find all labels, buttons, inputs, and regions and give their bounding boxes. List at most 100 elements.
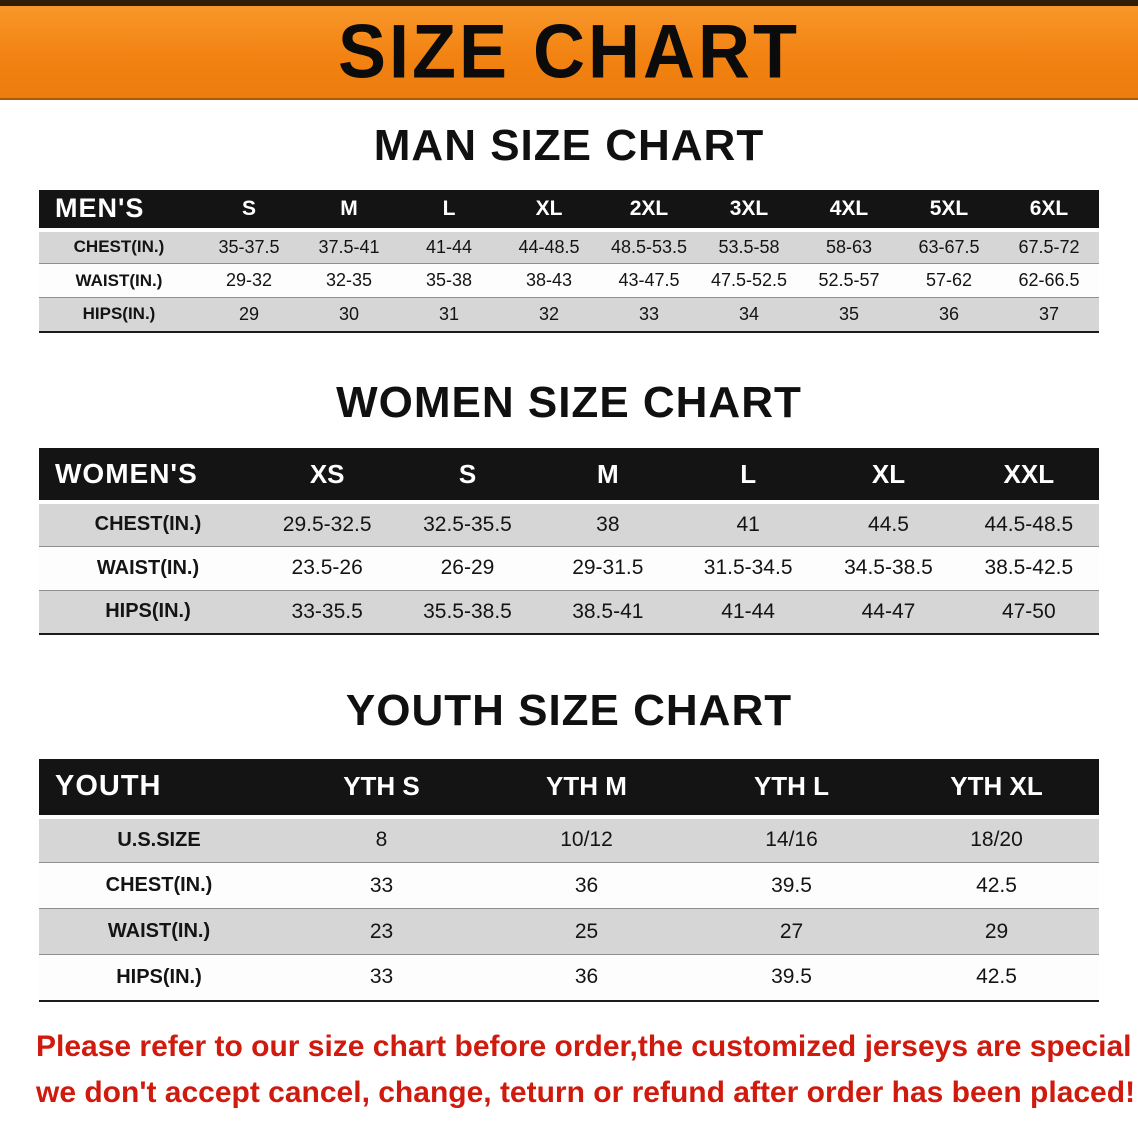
row-label-cell: WAIST(IN.) [39, 263, 199, 298]
value-cell: 36 [899, 297, 999, 332]
row-label-cell: HIPS(IN.) [39, 954, 279, 1001]
value-cell: 42.5 [894, 862, 1099, 909]
value-cell: 62-66.5 [999, 263, 1099, 298]
size-header-cell: S [199, 189, 299, 232]
value-cell: 37 [999, 297, 1099, 332]
banner: SIZE CHART [0, 0, 1138, 100]
size-header-cell: L [677, 448, 819, 505]
table-row: HIPS(IN.) 33-35.5 35.5-38.5 38.5-41 41-44 44-… [39, 589, 1099, 635]
value-cell: 33 [599, 297, 699, 332]
table-title-cell: MEN'S [39, 189, 199, 232]
row-label-cell: U.S.SIZE [117, 828, 201, 851]
value-cell: 39.5 [689, 862, 894, 909]
table-header-row: MEN'S S M L XL 2XL 3XL 4XL 5XL 6XL [39, 189, 1099, 232]
value-cell: 35-38 [399, 263, 499, 298]
value-cell: 18/20 [970, 828, 1023, 852]
men-section-heading: MAN SIZE CHART [373, 121, 765, 170]
value-cell: 32 [499, 297, 599, 332]
size-header-cell: 4XL [799, 189, 899, 232]
row-label-cell: WAIST(IN.) [39, 545, 257, 591]
value-cell: 47.5-52.5 [699, 263, 799, 298]
table-header-row: YOUTH YTH S YTH M YTH L YTH XL [39, 758, 1099, 819]
value-cell: 38 [596, 512, 620, 536]
row-label-cell: CHEST(IN.) [39, 862, 279, 909]
row-label-cell: CHEST(IN.) [94, 513, 202, 536]
women-size-table: WOMEN'S XS S M L XL XXL CHEST(IN.) 29.5-32.5 32.5… [39, 448, 1099, 636]
size-header-cell: XS [257, 448, 398, 505]
value-cell: 32.5-35.5 [423, 512, 512, 536]
table-title-cell: YOUTH [39, 758, 279, 819]
value-cell: 23.5-26 [257, 545, 398, 591]
value-cell: 29-31.5 [537, 545, 678, 591]
value-cell: 44.5-48.5 [984, 512, 1074, 536]
table-title-cell: WOMEN'S [39, 448, 257, 505]
size-header-cell: XL [499, 189, 599, 232]
value-cell: 26-29 [397, 545, 538, 591]
value-cell: 25 [484, 908, 689, 955]
value-cell: 41-44 [677, 589, 819, 635]
table-row: CHEST(IN.) 33 36 39.5 42.5 [39, 862, 1099, 909]
value-cell: 35.5-38.5 [397, 589, 538, 635]
value-cell: 67.5-72 [1018, 236, 1080, 257]
table-row: U.S.SIZE 8 10/12 14/16 18/20 [39, 816, 1099, 863]
value-cell: 32-35 [299, 263, 399, 298]
value-cell: 38.5-41 [537, 589, 678, 635]
value-cell: 47-50 [958, 589, 1099, 635]
value-cell: 29 [199, 297, 299, 332]
row-label-cell: WAIST(IN.) [39, 908, 279, 955]
size-header-cell: YTH XL [894, 758, 1099, 819]
size-header-cell: L [399, 189, 499, 232]
table-header-row: WOMEN'S XS S M L XL XXL [39, 448, 1099, 505]
row-label-cell: HIPS(IN.) [39, 297, 199, 332]
size-header-cell: S [397, 448, 538, 505]
size-header-cell: 6XL [999, 189, 1099, 232]
value-cell: 44-48.5 [518, 236, 580, 257]
youth-size-table: YOUTH YTH S YTH M YTH L YTH XL U.S.SIZE 8 10/12… [39, 758, 1099, 1002]
value-cell: 37.5-41 [318, 236, 380, 257]
disclaimer-line-1: Please refer to our size chart before or… [36, 1029, 1138, 1063]
value-cell: 38.5-42.5 [958, 545, 1099, 591]
youth-section-heading: YOUTH SIZE CHART [345, 686, 793, 736]
value-cell: 29-32 [199, 263, 299, 298]
value-cell: 48.5-53.5 [610, 236, 688, 257]
women-section-heading: WOMEN SIZE CHART [336, 377, 802, 427]
size-header-cell: YTH L [689, 758, 894, 819]
value-cell: 29 [894, 908, 1099, 955]
value-cell: 42.5 [894, 954, 1099, 1001]
value-cell: 36 [484, 954, 689, 1001]
disclaimer-line-2: we don't accept cancel, change, teturn o… [36, 1075, 1136, 1109]
value-cell: 44-47 [818, 589, 959, 635]
value-cell: 33 [279, 954, 484, 1001]
value-cell: 31 [399, 297, 499, 332]
size-header-cell: 5XL [899, 189, 999, 232]
row-label-cell: HIPS(IN.) [39, 589, 257, 635]
value-cell: 31.5-34.5 [677, 545, 819, 591]
value-cell: 38-43 [499, 263, 599, 298]
table-row: HIPS(IN.) 33 36 39.5 42.5 [39, 954, 1099, 1001]
men-size-section: MAN SIZE CHART MEN'S S M L XL 2XL 3XL 4XL 5XL 6XL… [0, 122, 1138, 333]
value-cell: 44.5 [868, 512, 909, 536]
size-header-cell: XL [818, 448, 959, 505]
women-size-section: WOMEN SIZE CHART WOMEN'S XS S M L XL XXL CHEST(… [0, 377, 1138, 636]
value-cell: 58-63 [825, 236, 873, 257]
table-row: HIPS(IN.) 29 30 31 32 33 34 35 36 37 [39, 297, 1099, 332]
disclaimer: Please refer to our size chart before or… [36, 1024, 1138, 1116]
value-cell: 41 [736, 512, 760, 536]
size-header-cell: M [537, 448, 678, 505]
row-label-cell: CHEST(IN.) [73, 237, 165, 257]
value-cell: 43-47.5 [599, 263, 699, 298]
value-cell: 35-37.5 [218, 236, 280, 257]
value-cell: 10/12 [560, 828, 613, 852]
value-cell: 8 [375, 828, 388, 852]
value-cell: 14/16 [765, 828, 818, 852]
table-row: WAIST(IN.) 23 25 27 29 [39, 908, 1099, 955]
value-cell: 34 [699, 297, 799, 332]
value-cell: 41-44 [425, 236, 473, 257]
size-header-cell: YTH S [279, 758, 484, 819]
value-cell: 34.5-38.5 [818, 545, 959, 591]
size-header-cell: XXL [958, 448, 1099, 505]
value-cell: 30 [299, 297, 399, 332]
table-row: WAIST(IN.) 29-32 32-35 35-38 38-43 43-47.5 47.… [39, 263, 1099, 298]
value-cell: 52.5-57 [799, 263, 899, 298]
